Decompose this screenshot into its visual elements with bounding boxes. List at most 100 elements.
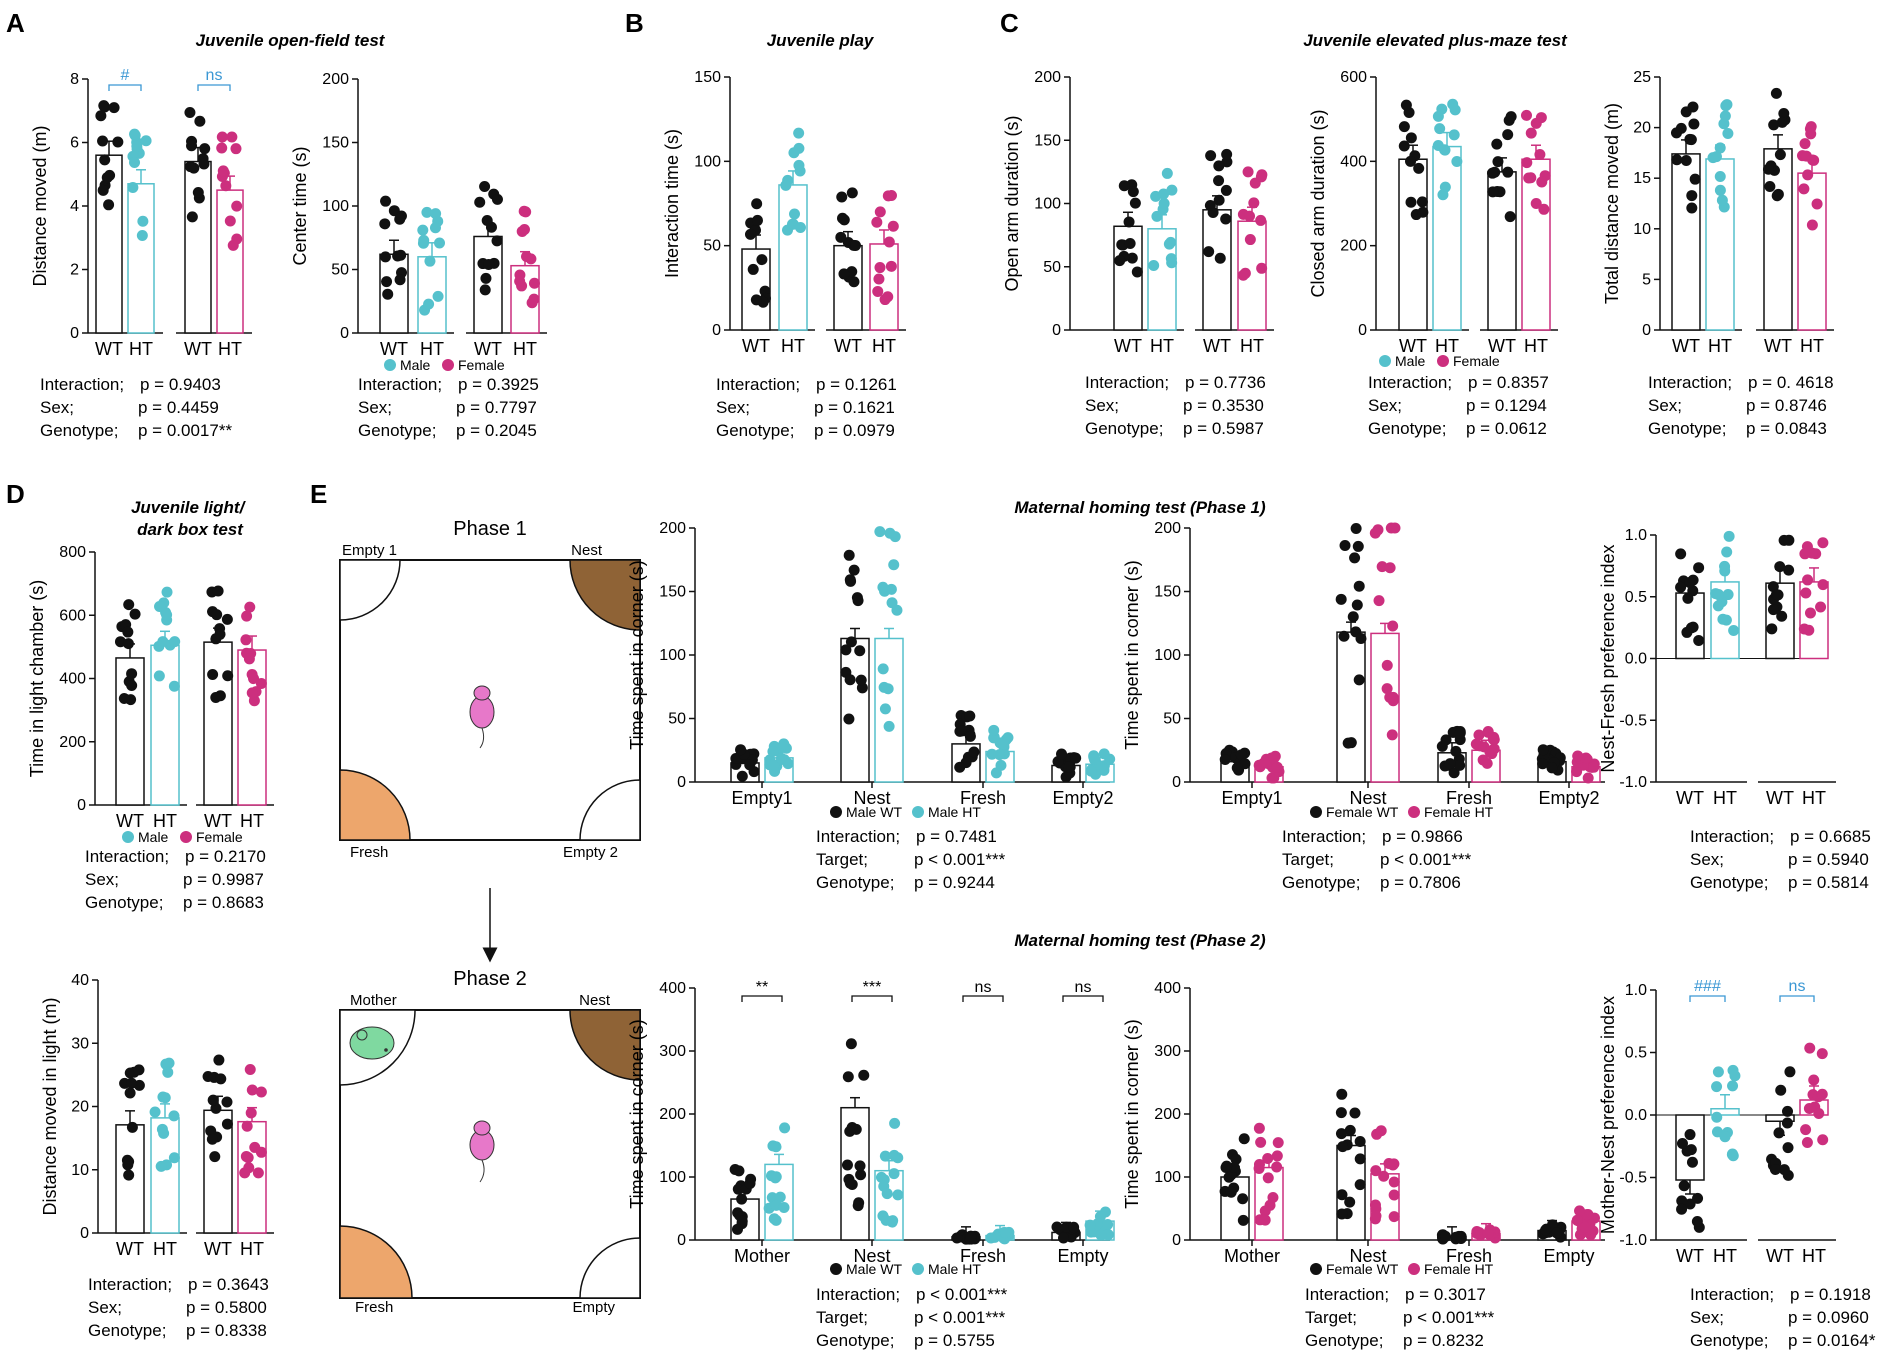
stats-block: Interaction; p = 0.3925 Sex; p = 0.7797 Geno… xyxy=(358,375,539,440)
y-tick-label: 0.0 xyxy=(1625,651,1647,668)
data-point xyxy=(879,294,891,306)
data-point xyxy=(877,663,889,675)
data-point xyxy=(1671,154,1683,166)
data-point xyxy=(194,115,206,127)
data-point xyxy=(199,143,211,155)
data-point xyxy=(1675,548,1687,560)
stat-value: p = 0.9866 xyxy=(1382,827,1463,846)
arena-phase2-label-mother: Mother xyxy=(350,992,397,1009)
legend-label: Female xyxy=(1453,353,1500,369)
y-tick-label: 100 xyxy=(694,153,721,170)
data-point xyxy=(1817,1134,1829,1146)
stat-value: p = 0.3530 xyxy=(1183,396,1264,415)
stat-label: Interaction; xyxy=(40,375,124,394)
x-tick-label: Mother xyxy=(734,1246,790,1266)
y-tick-label: 8 xyxy=(70,71,79,88)
legend-label: Male xyxy=(138,829,169,845)
bar-female-wt xyxy=(1487,171,1517,331)
sig-bracket xyxy=(1062,995,1104,1002)
chart-c1: 0 50 100 150 200 Open arm duration (s) WT HT WT H… xyxy=(1002,69,1274,438)
data-point xyxy=(1102,1218,1114,1230)
data-point xyxy=(1579,1221,1591,1233)
legend-marker xyxy=(830,1263,842,1275)
data-point xyxy=(1056,748,1068,760)
data-point xyxy=(1727,1064,1739,1076)
bar-male-ht xyxy=(778,184,808,331)
stats-block: Interaction; p = 0.9403 Sex; p = 0.4459 Geno… xyxy=(40,375,232,440)
title-plus-maze: Juvenile elevated plus-maze test xyxy=(1303,31,1568,50)
data-point xyxy=(1444,758,1456,770)
data-point xyxy=(1335,1107,1347,1119)
charts-layer: 0 2 4 6 8 Distance moved (m) WT HT WT HT # ns Intera… xyxy=(27,67,1876,1350)
data-point xyxy=(1387,691,1399,703)
data-point xyxy=(1817,579,1829,591)
data-point xyxy=(1537,744,1549,756)
data-point xyxy=(836,191,848,203)
data-point xyxy=(1551,1227,1563,1239)
data-point xyxy=(1523,172,1535,184)
arena-phase1-label-fresh: Fresh xyxy=(350,844,388,861)
sig-label: ns xyxy=(1789,978,1806,995)
data-point xyxy=(1783,534,1795,546)
arena-phase1-label-nest: Nest xyxy=(571,542,603,559)
data-point xyxy=(1262,1152,1274,1164)
bar-female-wt xyxy=(203,641,233,806)
stat-label: Genotype; xyxy=(1648,419,1726,438)
data-point xyxy=(101,172,113,184)
data-point xyxy=(1454,759,1466,771)
data-point xyxy=(1805,128,1817,140)
data-point xyxy=(1520,109,1532,121)
title-light-dark-line2: dark box test xyxy=(137,520,244,539)
data-point xyxy=(1719,110,1731,122)
x-tick-label: WT xyxy=(1203,336,1231,356)
data-point xyxy=(878,681,890,693)
data-point xyxy=(845,1038,857,1050)
stat-label: Interaction; xyxy=(1368,373,1452,392)
data-point xyxy=(126,1077,138,1089)
stat-value: p = 0.0843 xyxy=(1746,419,1827,438)
stat-label: Sex; xyxy=(40,398,74,417)
stat-label: Sex; xyxy=(716,398,750,417)
legend-marker xyxy=(122,831,134,843)
stat-label: Genotype; xyxy=(716,421,794,440)
chart-e1a: 0 50 100 150 200 Time spent in corner (s) Empt… xyxy=(627,520,1116,892)
data-point xyxy=(1268,752,1280,764)
data-point xyxy=(1416,196,1428,208)
stat-label: Genotype; xyxy=(1368,419,1446,438)
stat-value: p = 0.7481 xyxy=(916,827,997,846)
data-point xyxy=(491,235,503,247)
stat-value: p = 0.0960 xyxy=(1788,1308,1869,1327)
legend-marker xyxy=(1310,806,1322,818)
data-point xyxy=(1220,184,1232,196)
legend: Male WT Male HT xyxy=(830,804,981,820)
data-point xyxy=(988,732,1000,744)
data-point xyxy=(788,208,800,220)
data-point xyxy=(1722,128,1734,140)
legend-marker xyxy=(830,806,842,818)
data-point xyxy=(221,1096,233,1108)
x-tick-label: WT xyxy=(1764,336,1792,356)
data-point xyxy=(380,195,392,207)
bar-male-ht xyxy=(1432,145,1462,331)
x-tick-label: HT xyxy=(1713,1246,1737,1266)
data-point xyxy=(149,1106,161,1118)
stats-block: Interaction; p = 0.3643 Sex; p = 0.5800 Geno… xyxy=(88,1275,269,1340)
data-point xyxy=(1798,623,1810,635)
x-tick-label: WT xyxy=(1672,336,1700,356)
data-point xyxy=(184,106,196,118)
x-tick-label: WT xyxy=(474,339,502,359)
y-tick-label: 100 xyxy=(322,198,349,215)
data-point xyxy=(1487,186,1499,198)
stat-label: Interaction; xyxy=(1690,827,1774,846)
data-point xyxy=(1259,1205,1271,1217)
data-point xyxy=(1482,1227,1494,1239)
y-axis-label: Time spent in corner (s) xyxy=(1122,560,1142,749)
data-point xyxy=(1693,562,1705,574)
data-point xyxy=(1711,1111,1723,1123)
data-point xyxy=(1094,1210,1106,1222)
data-point xyxy=(1271,1150,1283,1162)
y-tick-label: 0 xyxy=(712,322,721,339)
data-point xyxy=(158,1127,170,1139)
data-point xyxy=(1158,197,1170,209)
data-point xyxy=(1088,754,1100,766)
